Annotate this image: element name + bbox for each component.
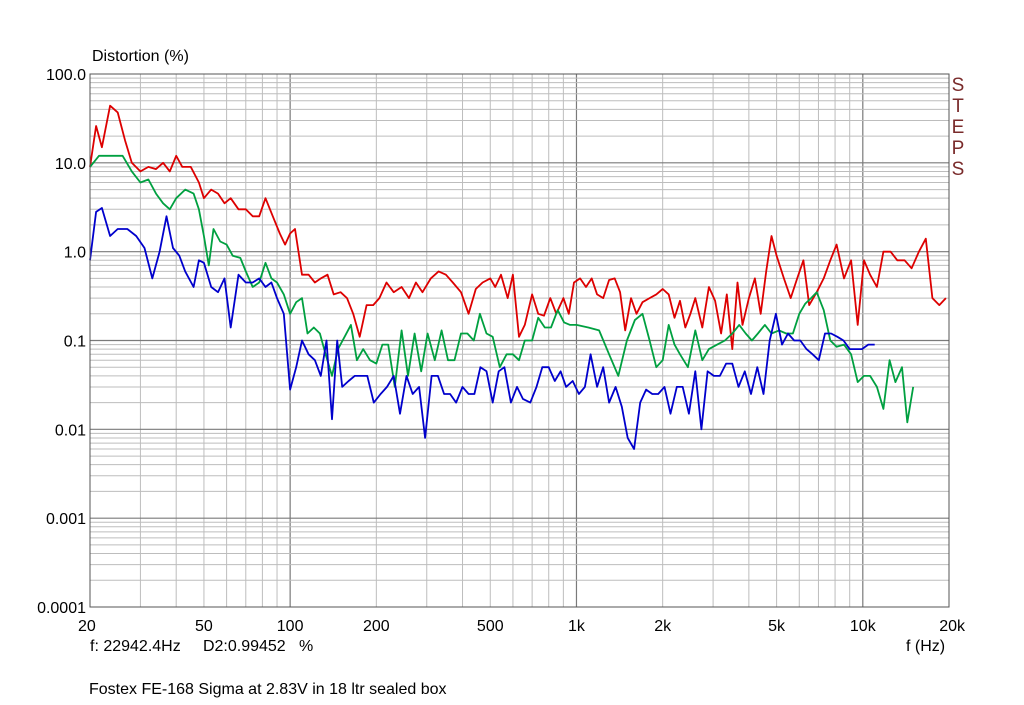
y-tick-label: 10.0 [55, 156, 86, 173]
steps-watermark-letter: S [951, 159, 965, 180]
x-tick-label: 10k [850, 618, 877, 635]
series-line-2 [89, 154, 915, 424]
y-tick-label: 0.1 [64, 334, 86, 351]
x-tick-label: 5k [768, 618, 786, 635]
x-tick-label: 20 [78, 618, 96, 635]
y-tick-label: 0.01 [55, 422, 86, 439]
x-tick-label: 200 [363, 618, 390, 635]
plot-frame [89, 73, 950, 608]
y-tick-label: 0.0001 [37, 600, 86, 617]
cursor-readout: f: 22942.4Hz D2:0.99452 % [90, 638, 314, 655]
series-line-3 [89, 207, 875, 450]
chart-grid [90, 74, 949, 607]
steps-watermark-letter: T [952, 96, 964, 117]
x-axis-title: f (Hz) [906, 638, 946, 655]
steps-watermark-letter: S [951, 75, 965, 96]
chart-caption: Fostex FE-168 Sigma at 2.83V in 18 ltr s… [89, 681, 447, 698]
x-tick-label: 2k [654, 618, 672, 635]
steps-watermark-letter: P [951, 138, 965, 159]
chart-series [89, 104, 947, 450]
x-tick-label: 50 [195, 618, 213, 635]
x-tick-label: 20k [939, 618, 966, 635]
y-tick-label: 100.0 [46, 67, 86, 84]
x-tick-label: 100 [277, 618, 304, 635]
x-tick-label: 1k [568, 618, 586, 635]
y-tick-label: 1.0 [64, 245, 86, 262]
y-axis-title: Distortion (%) [92, 48, 189, 65]
series-line-1 [89, 104, 947, 351]
x-tick-label: 500 [477, 618, 504, 635]
y-tick-label: 0.001 [46, 511, 86, 528]
steps-watermark-letter: E [951, 117, 965, 138]
